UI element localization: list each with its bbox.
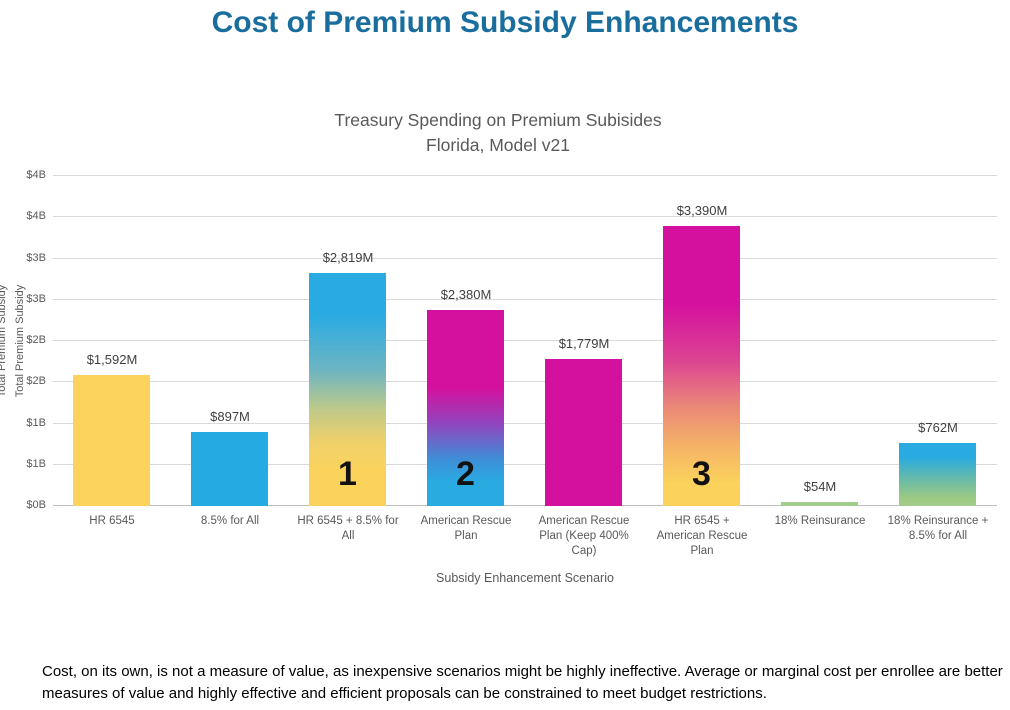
gridline xyxy=(53,175,997,176)
y-tick-label: $2B xyxy=(26,375,46,388)
bar: 3 xyxy=(663,226,740,506)
x-tick-label: HR 6545 xyxy=(89,515,135,527)
bar-slot: $762M xyxy=(879,176,997,506)
bar-rank-label: 3 xyxy=(692,455,711,493)
bar-value-label: $54M xyxy=(803,478,837,494)
bar-value-label: $897M xyxy=(210,409,250,424)
chart-title-line-2: Florida, Model v21 xyxy=(426,135,570,155)
y-tick-label: $3B xyxy=(26,292,46,305)
y-tick-label: $4B xyxy=(26,169,46,181)
x-tick-label: 18% Reinsurance + 8.5% for All xyxy=(887,515,989,542)
bar-value-label: $3,390M xyxy=(676,203,728,219)
gridline xyxy=(53,216,997,218)
bar-value-label: $1,592M xyxy=(86,351,138,367)
x-tick-label: 18% Reinsurance xyxy=(774,515,866,527)
y-tick-label: $3B xyxy=(26,251,46,264)
bar: 2 xyxy=(427,309,504,506)
bar-slot: $54M xyxy=(761,176,879,506)
x-tick-label: American Rescue Plan xyxy=(420,515,512,542)
y-tick-label: $4B xyxy=(26,210,46,223)
gridline xyxy=(53,298,997,300)
bar xyxy=(781,501,858,506)
x-tick-label: American Rescue Plan (Keep 400% Cap) xyxy=(538,515,630,557)
bar-value-label: $2,380M xyxy=(440,286,492,302)
chart-title: Treasury Spending on Premium Subisides F… xyxy=(53,108,943,158)
gridline xyxy=(53,381,997,383)
bar-value-label: $1,779M xyxy=(558,336,610,352)
footnote-text: Cost, on its own, is not a measure of va… xyxy=(42,663,1003,702)
bar-slot: $897M xyxy=(171,176,289,506)
x-tick-label: HR 6545 + American Rescue Plan xyxy=(656,515,748,557)
gridline xyxy=(53,340,997,341)
x-tick-label: 8.5% for All xyxy=(200,515,260,527)
plot-area: $1,592M $897M 1 $2,819M 2 $2,380M $1,779M 3 $3,3… xyxy=(53,175,997,506)
bar-slot: 1 $2,819M xyxy=(289,176,407,506)
x-tick-label: HR 6545 + 8.5% for All xyxy=(297,515,399,542)
x-axis-labels: HR 6545 8.5% for All HR 6545 + 8.5% for Al… xyxy=(53,514,997,559)
bar-slot: 2 $2,380M xyxy=(407,176,525,506)
bar-slot: $1,779M xyxy=(525,176,643,506)
bar-slot: $1,592M xyxy=(53,176,171,506)
bar: 1 xyxy=(309,273,386,506)
bar xyxy=(545,359,622,506)
chart-title-line-1: Treasury Spending on Premium Subisides xyxy=(334,110,662,130)
bar-value-label: $2,819M xyxy=(322,250,374,266)
y-tick-label: $1B xyxy=(26,457,46,470)
y-tick-label: $1B xyxy=(26,416,46,429)
bar-rank-label: 2 xyxy=(456,455,475,493)
gridline xyxy=(53,422,997,424)
gridline xyxy=(53,257,997,259)
bar xyxy=(73,374,150,506)
y-tick-label: $0B xyxy=(26,499,46,511)
bar-value-label: $762M xyxy=(918,420,958,436)
x-axis-title: Subsidy Enhancement Scenario xyxy=(436,571,614,585)
y-tick-label: $2B xyxy=(26,334,46,346)
page-title: Cost of Premium Subsidy Enhancements xyxy=(211,6,799,39)
x-axis-line xyxy=(53,505,997,506)
bar-rank-label: 1 xyxy=(338,455,357,493)
bar xyxy=(191,432,268,506)
bar-slot: 3 $3,390M xyxy=(643,176,761,506)
bar xyxy=(899,443,976,506)
gridline xyxy=(53,463,997,465)
